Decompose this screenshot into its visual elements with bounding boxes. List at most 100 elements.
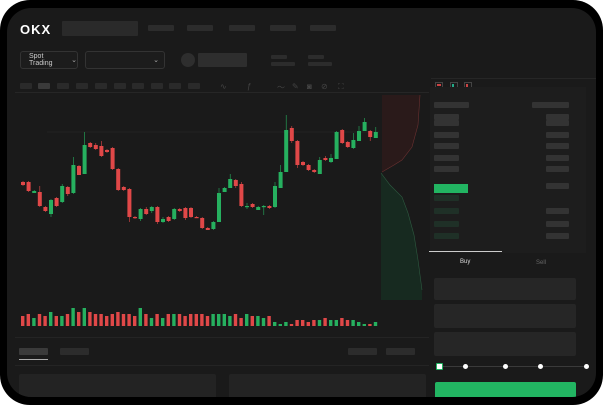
volume-bar — [273, 322, 277, 326]
volume-bar — [295, 320, 299, 326]
okx-logo[interactable]: OKX — [20, 22, 51, 37]
timeframe-button[interactable] — [114, 83, 126, 89]
tab-open-orders[interactable] — [19, 348, 48, 355]
volume-bar — [261, 318, 266, 326]
bid-price — [434, 195, 459, 201]
volume-bar — [105, 316, 109, 326]
line-chart-icon[interactable]: ∿ — [220, 82, 227, 91]
candle — [340, 130, 345, 143]
timeframe-button[interactable] — [38, 83, 50, 89]
bid-price — [434, 208, 459, 214]
volume-bar — [189, 314, 193, 326]
buy-button[interactable] — [435, 382, 576, 397]
market-select[interactable]: Spot Trading ⌄ — [20, 51, 78, 69]
pair-select[interactable]: ⌄ — [85, 51, 165, 69]
volume-bar — [233, 314, 238, 326]
ask-price — [434, 120, 459, 126]
candle — [177, 209, 182, 211]
amount-input[interactable] — [434, 304, 576, 328]
candle — [54, 198, 59, 206]
divider — [15, 92, 429, 93]
slider-step-100[interactable] — [584, 364, 589, 369]
candle — [250, 204, 255, 207]
nav-item[interactable] — [310, 25, 336, 31]
candlestick-chart[interactable] — [7, 8, 596, 397]
candle — [65, 187, 70, 194]
slider-step-25[interactable] — [463, 364, 468, 369]
timeframe-button[interactable] — [95, 83, 107, 89]
tab-sell[interactable]: Sell — [536, 260, 547, 266]
candle — [362, 122, 367, 131]
price-input[interactable] — [434, 278, 576, 300]
volume-bar — [88, 312, 92, 326]
volume-bar — [65, 314, 70, 326]
volume-bar — [133, 316, 137, 326]
slider-track[interactable] — [439, 366, 587, 367]
timeframe-button[interactable] — [188, 83, 200, 89]
slider-handle[interactable] — [436, 363, 443, 370]
tab-order-history[interactable] — [60, 348, 89, 355]
bid-amount — [546, 221, 569, 227]
candle — [373, 132, 378, 138]
volume-bar — [82, 308, 86, 326]
timeframe-button[interactable] — [151, 83, 163, 89]
candle — [88, 143, 93, 147]
timeframe-button[interactable] — [76, 83, 88, 89]
volume-bar — [21, 316, 25, 326]
filter-button[interactable] — [386, 348, 415, 355]
fullscreen-icon[interactable]: ⛶ — [338, 82, 344, 91]
ask-price — [434, 132, 459, 138]
settings-icon[interactable]: ⊘ — [321, 82, 328, 91]
candle — [306, 165, 311, 170]
candle — [121, 187, 126, 190]
timeframe-button[interactable] — [20, 83, 32, 89]
ask-amount — [546, 132, 569, 138]
candle — [60, 186, 65, 202]
volume-bar — [77, 312, 81, 326]
logo-text: OKX — [20, 22, 52, 37]
candle — [205, 228, 210, 230]
timeframe-button[interactable] — [169, 83, 181, 89]
candle — [149, 207, 154, 211]
tab-buy[interactable]: Buy — [460, 259, 471, 265]
divider — [15, 365, 429, 366]
timeframe-button[interactable] — [132, 83, 144, 89]
search-bar[interactable] — [62, 21, 138, 36]
pencil-icon[interactable]: ✎ — [292, 82, 299, 91]
slider-step-75[interactable] — [538, 364, 543, 369]
candle — [345, 142, 350, 147]
candle — [82, 145, 87, 174]
candle — [110, 148, 115, 169]
nav-item[interactable] — [148, 25, 174, 31]
line-chart-icon[interactable]: 〜 — [277, 83, 285, 92]
volume-bar — [144, 314, 148, 326]
filter-button[interactable] — [348, 348, 377, 355]
candle — [267, 206, 272, 208]
indicator-icon[interactable]: ƒ — [247, 82, 252, 91]
camera-icon[interactable]: ◙ — [307, 82, 312, 91]
candle — [278, 172, 283, 188]
ask-amount — [546, 166, 569, 172]
ask-price — [434, 143, 459, 149]
timeframe-button[interactable] — [57, 83, 69, 89]
volume-bar — [373, 322, 378, 326]
nav-item[interactable] — [229, 25, 255, 31]
ask-amount — [546, 155, 569, 161]
slider-step-50[interactable] — [503, 364, 508, 369]
candle — [211, 222, 216, 229]
nav-item[interactable] — [187, 25, 213, 31]
ask-price — [434, 166, 459, 172]
candle — [301, 162, 305, 165]
bid-price — [434, 233, 459, 239]
total-input[interactable] — [434, 332, 576, 356]
bid-price — [434, 221, 459, 227]
stat-label — [308, 55, 324, 59]
candle — [239, 184, 244, 206]
bid-amount — [546, 208, 569, 214]
volume-bar — [161, 318, 165, 326]
candle — [295, 141, 300, 165]
candle — [357, 131, 361, 141]
candle — [172, 209, 177, 219]
nav-item[interactable] — [270, 25, 296, 31]
candle — [317, 160, 322, 174]
